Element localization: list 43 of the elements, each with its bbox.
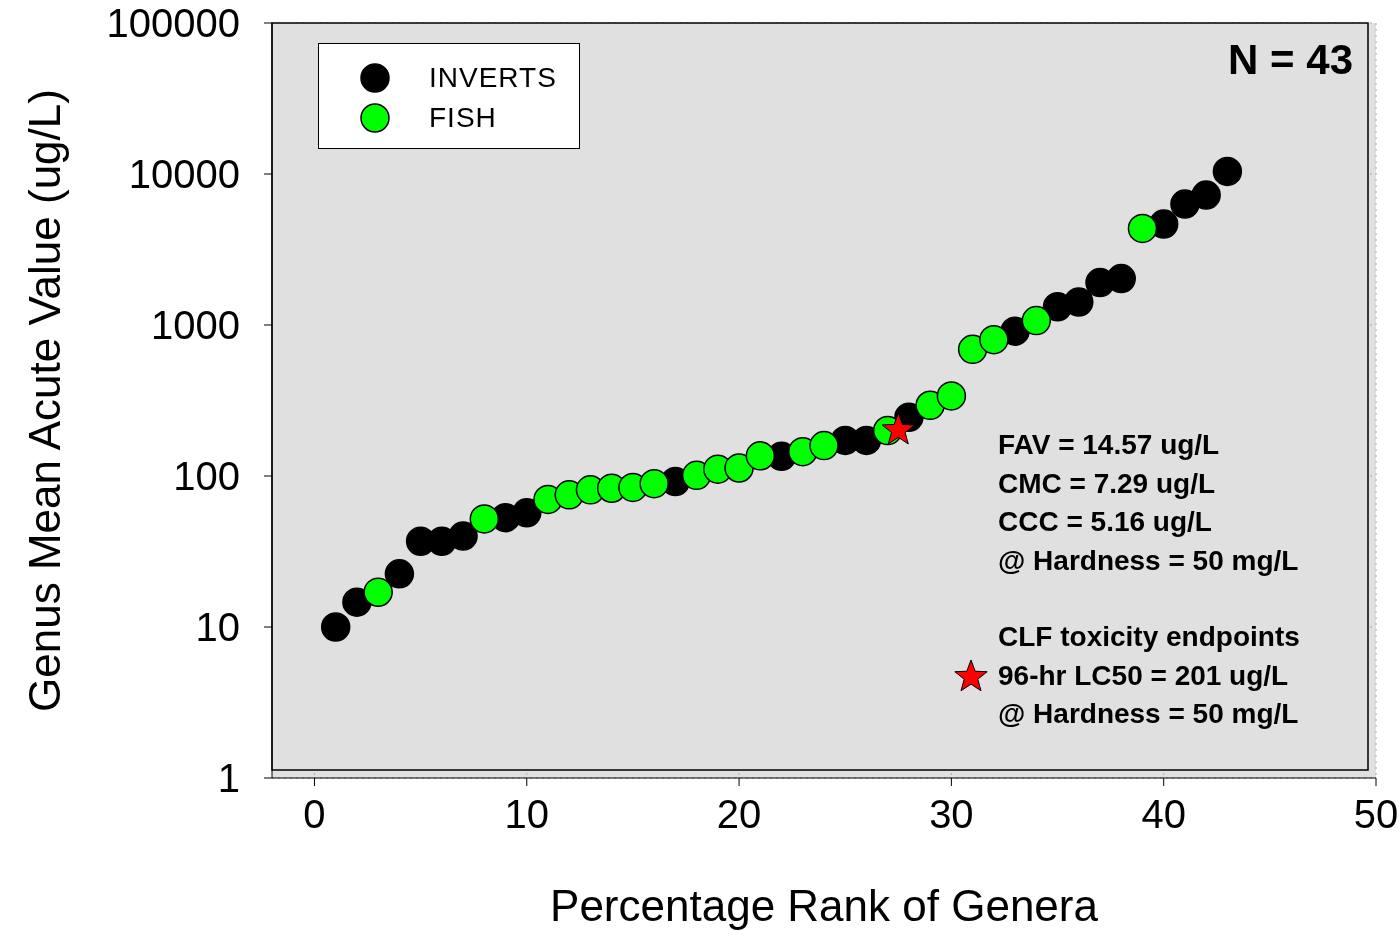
point xyxy=(1106,263,1136,294)
x-tick-label: 50 xyxy=(1353,792,1399,837)
point xyxy=(639,468,669,499)
point xyxy=(1021,305,1052,336)
annotation: CLF toxicity endpoints xyxy=(998,620,1300,654)
point xyxy=(936,381,967,411)
y-tick-label: 1000 xyxy=(151,303,240,348)
y-tick-label: 100000 xyxy=(106,1,240,46)
point xyxy=(1064,287,1094,317)
point xyxy=(1127,213,1158,244)
point xyxy=(469,504,500,534)
y-axis-title: Genus Mean Acute Value (ug/L) xyxy=(19,89,69,712)
y-tick-label: 1 xyxy=(217,756,240,801)
x-tick-label: 20 xyxy=(716,792,762,837)
point xyxy=(384,559,415,589)
point xyxy=(881,412,915,445)
point xyxy=(320,612,351,642)
annotation: @ Hardness = 50 mg/L xyxy=(998,697,1300,731)
point xyxy=(512,498,542,528)
point xyxy=(809,430,839,461)
x-axis-title: Percentage Rank of Genera xyxy=(550,881,1099,930)
legend-label: INVERTS xyxy=(429,62,557,94)
annotation: N = 43 xyxy=(1228,36,1353,84)
x-tick-label: 10 xyxy=(504,792,550,837)
y-tick-label: 10 xyxy=(195,605,240,650)
point xyxy=(448,521,478,551)
y-tick-label: 10000 xyxy=(128,152,240,197)
x-tick-label: 40 xyxy=(1141,792,1186,837)
x-tick-label: 30 xyxy=(929,792,974,837)
y-tick-label: 100 xyxy=(173,454,240,499)
legend-label: FISH xyxy=(429,102,497,134)
point xyxy=(979,324,1009,355)
annotation: @ Hardness = 50 mg/L xyxy=(998,543,1299,578)
point xyxy=(1212,156,1243,187)
annotation: FAV = 14.57 ug/L xyxy=(998,428,1221,462)
point xyxy=(1191,180,1221,210)
point xyxy=(724,453,754,483)
legend-label: 96-hr LC50 = 201 ug/L xyxy=(998,658,1290,693)
x-tick-label: 0 xyxy=(303,792,326,837)
point xyxy=(745,441,776,471)
annotation: CMC = 7.29 ug/L xyxy=(998,466,1217,501)
annotation: CCC = 5.16 ug/L xyxy=(998,505,1213,539)
point xyxy=(363,577,393,607)
